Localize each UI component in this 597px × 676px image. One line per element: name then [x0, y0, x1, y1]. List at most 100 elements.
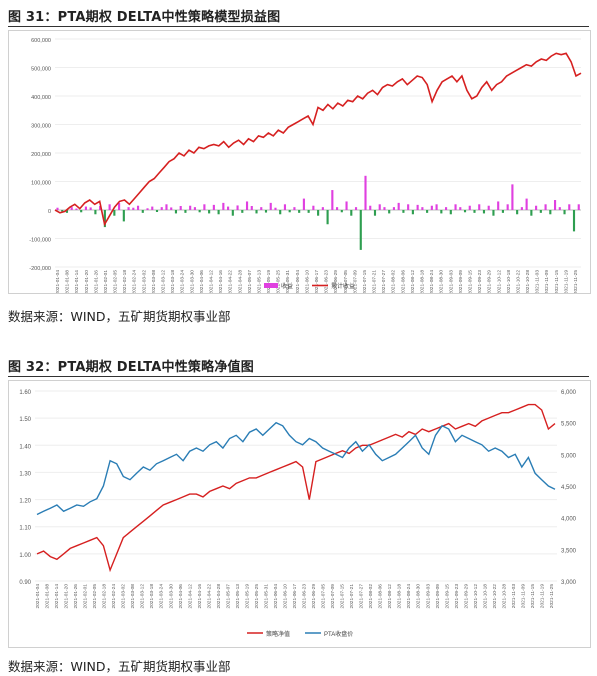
x-tick-label: 2021-01-26	[73, 584, 79, 609]
pnl-bar	[146, 208, 149, 210]
pnl-bar	[444, 207, 448, 210]
pnl-bar	[511, 184, 514, 210]
x-tick-label: 2021-01-14	[74, 270, 80, 293]
pnl-bar	[113, 210, 116, 216]
x-tick-label: 2021-02-01	[103, 270, 109, 293]
x-tick-label: 2021-11-15	[554, 270, 560, 293]
x-tick-label: 2021-03-12	[161, 270, 167, 293]
pnl-bar	[274, 207, 277, 210]
pnl-bar	[402, 210, 405, 213]
x-tick-label: 2021-01-20	[64, 584, 70, 609]
x-tick-label: 2021-05-19	[266, 270, 272, 293]
x-tick-label: 2021-09-29	[463, 584, 469, 609]
y2-tick-label: 6,000	[561, 390, 577, 396]
x-tick-label: 2021-03-08	[130, 584, 136, 609]
pnl-bar	[563, 210, 566, 215]
pnl-bar	[193, 207, 196, 210]
pnl-chart-svg: 600,000 500,000 400,000 300,000 200,000 100,0…	[29, 38, 582, 295]
x-tick-label: 2021-04-06	[178, 584, 184, 609]
x-tick-label: 2021-02-01	[83, 584, 89, 609]
pnl-bar	[302, 198, 305, 210]
pnl-bar	[345, 201, 348, 210]
pnl-bar	[482, 210, 486, 214]
x-tick-label: 2021-02-24	[132, 270, 138, 293]
x-tick-label: 2021-09-09	[458, 270, 464, 293]
x-tick-label: 2021-02-24	[111, 584, 117, 609]
strategy-nav-line	[36, 403, 556, 573]
x-tick-label: 2021-04-28	[237, 270, 243, 293]
x-tick-label: 2021-10-18	[482, 584, 488, 609]
x-tick-label: 2021-10-22	[492, 584, 498, 609]
x-tick-label: 2021-07-27	[359, 584, 365, 609]
y-tick-label: 1.30	[19, 471, 31, 477]
x-tick-label: 2021-09-09	[435, 584, 441, 609]
pnl-bar	[459, 207, 462, 210]
x-tick-label: 2021-09-29	[487, 270, 493, 293]
pnl-bar	[122, 210, 125, 222]
x-tick-label: 2021-05-31	[285, 270, 291, 293]
x-tick-label: 2021-06-17	[314, 270, 320, 293]
x-tick-label: 2021-06-10	[304, 270, 310, 293]
y-tick-label: 200,000	[31, 152, 51, 158]
pnl-bar	[227, 206, 230, 210]
pnl-bar	[553, 200, 557, 210]
x-tick-label: 2021-01-20	[84, 270, 90, 293]
pnl-bar	[279, 210, 282, 215]
x-tick-label: 2021-03-18	[170, 270, 176, 293]
x-tick-label: 2021-08-02	[391, 270, 397, 293]
pnl-bar	[108, 204, 111, 210]
pnl-bar	[340, 210, 343, 213]
x-tick-label: 2021-08-12	[410, 270, 416, 293]
y-tick-label: 1.50	[19, 417, 31, 423]
pnl-bar	[198, 210, 201, 213]
x-tick-label: 2021-08-06	[378, 584, 384, 609]
pnl-bar	[174, 210, 178, 214]
x-tick-label: 2021-05-19	[244, 584, 250, 609]
y2-tick-label: 4,500	[561, 485, 577, 491]
x-tick-label: 2021-09-23	[477, 270, 483, 293]
figure-32-title: 图 32：PTA期权 DELTA中性策略净值图	[8, 360, 254, 375]
x-tick-label: 2021-05-25	[276, 270, 282, 293]
pnl-bar	[217, 210, 220, 215]
x-tick-label: 2021-07-21	[372, 270, 378, 293]
pnl-bar	[558, 207, 561, 210]
pnl-bar	[321, 207, 324, 210]
pnl-bar	[236, 205, 239, 210]
pnl-bar	[307, 210, 310, 213]
figure-31-title: 图 31：PTA期权 DELTA中性策略模型损益图	[8, 10, 281, 25]
x-tick-label: 2021-05-31	[263, 584, 269, 609]
legend-label-nav: 策略净值	[266, 630, 290, 638]
x-tick-label: 2021-06-10	[282, 584, 288, 609]
title-rule	[8, 26, 589, 27]
x-tick-label: 2021-03-18	[149, 584, 155, 609]
pnl-bar	[336, 207, 339, 210]
x-tick-label: 2021-05-13	[235, 584, 241, 609]
pnl-bar	[497, 201, 500, 210]
pnl-bar	[487, 205, 490, 210]
y-tick-label: 400,000	[31, 95, 51, 101]
pnl-bar	[492, 210, 495, 216]
pnl-bar	[212, 204, 215, 210]
legend-label-daily: 收益	[281, 282, 293, 290]
y-tick-label: 0.90	[19, 580, 31, 586]
pnl-bar	[189, 205, 192, 210]
x-tick-label: 2021-03-02	[141, 270, 147, 293]
x-tick-label: 2021-07-05	[343, 270, 349, 293]
x-tick-label: 2021-02-18	[122, 270, 128, 293]
x-tick-label: 2021-07-27	[381, 270, 387, 293]
pnl-bar	[283, 204, 287, 210]
pnl-bar	[572, 210, 576, 232]
pnl-bar	[392, 207, 396, 210]
pnl-bar	[250, 206, 253, 210]
x-tick-label: 2021-04-06	[199, 270, 205, 293]
pnl-bar	[435, 204, 438, 210]
pnl-bar	[364, 175, 367, 210]
x-tick-label: 2021-04-12	[187, 584, 193, 609]
y-tick-label: 1.20	[19, 499, 31, 505]
x-tick-label: 2021-11-09	[544, 270, 550, 293]
pnl-bar	[501, 210, 504, 213]
pnl-bar	[179, 206, 182, 210]
x-tick-label: 2021-04-22	[206, 584, 212, 609]
x-tick-label: 2021-04-16	[218, 270, 224, 293]
pnl-bar	[463, 210, 467, 213]
